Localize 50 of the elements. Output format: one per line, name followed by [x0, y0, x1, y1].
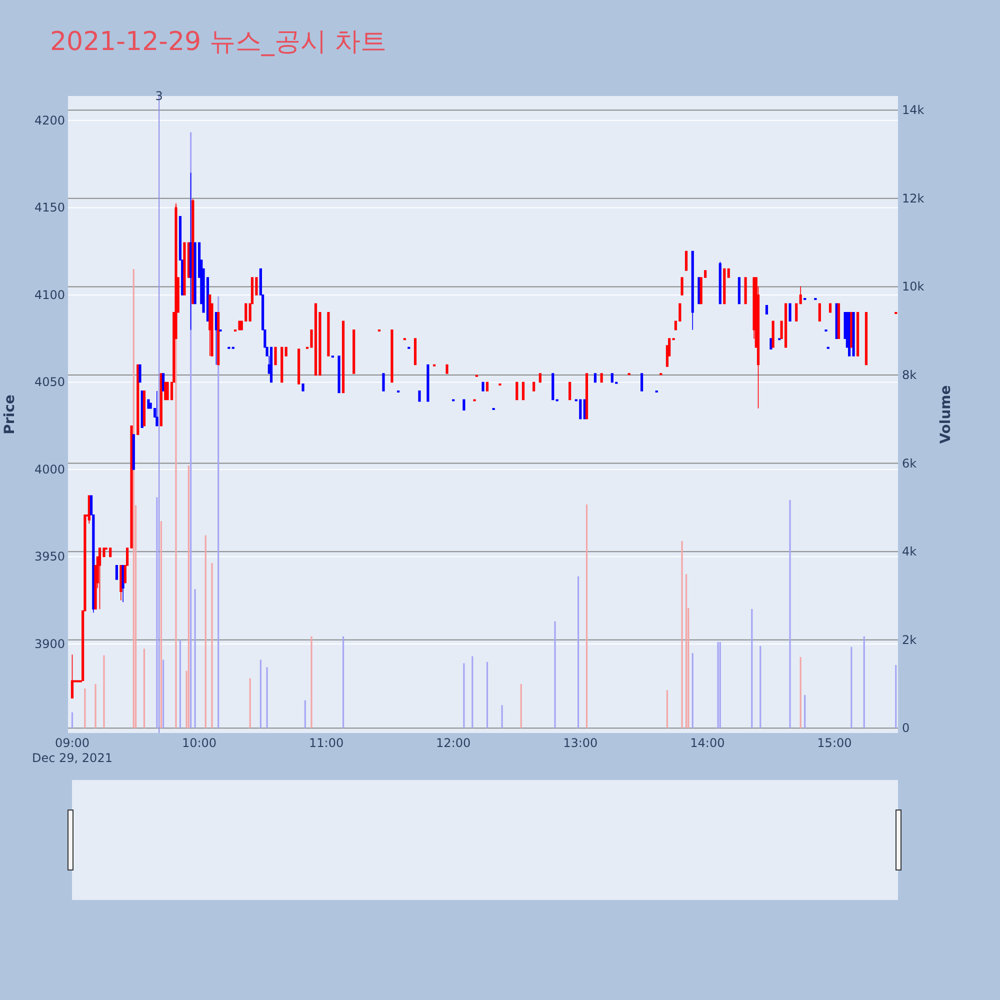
candlestick: [382, 373, 385, 392]
y2-axis-title: Volume: [938, 385, 954, 444]
x-tick-label: 12:00: [436, 736, 471, 750]
candlestick: [482, 382, 484, 392]
candlestick: [338, 356, 340, 394]
candlestick: [691, 250, 694, 330]
candlestick: [194, 242, 196, 304]
candlestick: [166, 382, 169, 400]
candlestick: [418, 390, 421, 402]
x-tick-label: 11:00: [309, 736, 344, 750]
x-tick-label: 15:00: [817, 736, 852, 750]
x-tick-label: 13:00: [563, 736, 598, 750]
candlestick: [680, 277, 684, 296]
candlestick: [302, 384, 304, 392]
candlestick: [98, 548, 102, 610]
y-tick-label: 4000: [34, 462, 65, 476]
candlestick: [446, 364, 448, 374]
y2-tick-label: 6k: [902, 456, 917, 470]
candlestick: [156, 390, 158, 426]
y2-tick-label: 10k: [902, 280, 924, 294]
y2-tick-label: 2k: [902, 632, 917, 647]
candlestick: [70, 654, 74, 698]
x-tick-label: 10:00: [182, 736, 217, 750]
y-tick-label: 4200: [34, 113, 65, 128]
candlestick: [274, 346, 277, 366]
candlestick: [770, 338, 772, 350]
y-tick-label: 4050: [34, 375, 65, 390]
ref-line-label: 3: [155, 89, 163, 103]
x-tick-label: 09:00 Dec 29, 2021: [32, 736, 112, 765]
x-tick-label: 14:00: [690, 736, 725, 750]
candlestick: [390, 329, 394, 383]
candlestick: [788, 303, 792, 322]
y2-tick-label: 12k: [902, 191, 924, 206]
candlestick: [852, 312, 855, 356]
y2-tick-label: 8k: [902, 368, 917, 382]
y-tick-label: 3950: [34, 550, 65, 564]
y2-tick-label: 4k: [902, 544, 917, 559]
candlestick: [120, 565, 122, 601]
chart-title: 2021-12-29 뉴스_공시 차트: [50, 27, 387, 57]
y2-tick-label: 14k: [902, 103, 924, 118]
candlestick: [147, 399, 150, 409]
candlestick: [799, 286, 802, 304]
candlestick: [183, 242, 186, 296]
y-tick-label: 4100: [34, 288, 65, 302]
candlestick: [238, 320, 241, 330]
y-tick-label: 4150: [34, 200, 65, 215]
y2-tick-label: 0: [902, 721, 910, 736]
y-axis-title: Price: [2, 394, 18, 434]
candlestick: [138, 364, 142, 383]
y-tick-label: 3900: [34, 636, 65, 651]
